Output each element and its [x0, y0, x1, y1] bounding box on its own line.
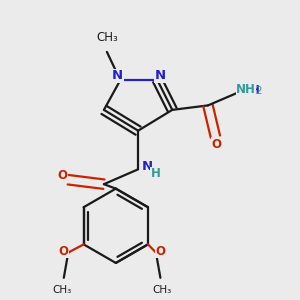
- Text: 2: 2: [256, 85, 262, 96]
- Text: N: N: [142, 160, 153, 173]
- Text: O: O: [57, 169, 67, 182]
- Text: O: O: [59, 244, 69, 258]
- Text: N: N: [155, 69, 166, 82]
- Text: CH₃: CH₃: [152, 285, 172, 295]
- Text: O: O: [212, 138, 222, 151]
- Text: NH: NH: [241, 84, 260, 97]
- Text: O: O: [155, 244, 165, 258]
- Text: CH₃: CH₃: [53, 285, 72, 295]
- Text: CH₃: CH₃: [96, 32, 118, 44]
- Text: NH: NH: [236, 82, 256, 96]
- Text: N: N: [112, 69, 123, 82]
- Text: H: H: [150, 167, 160, 180]
